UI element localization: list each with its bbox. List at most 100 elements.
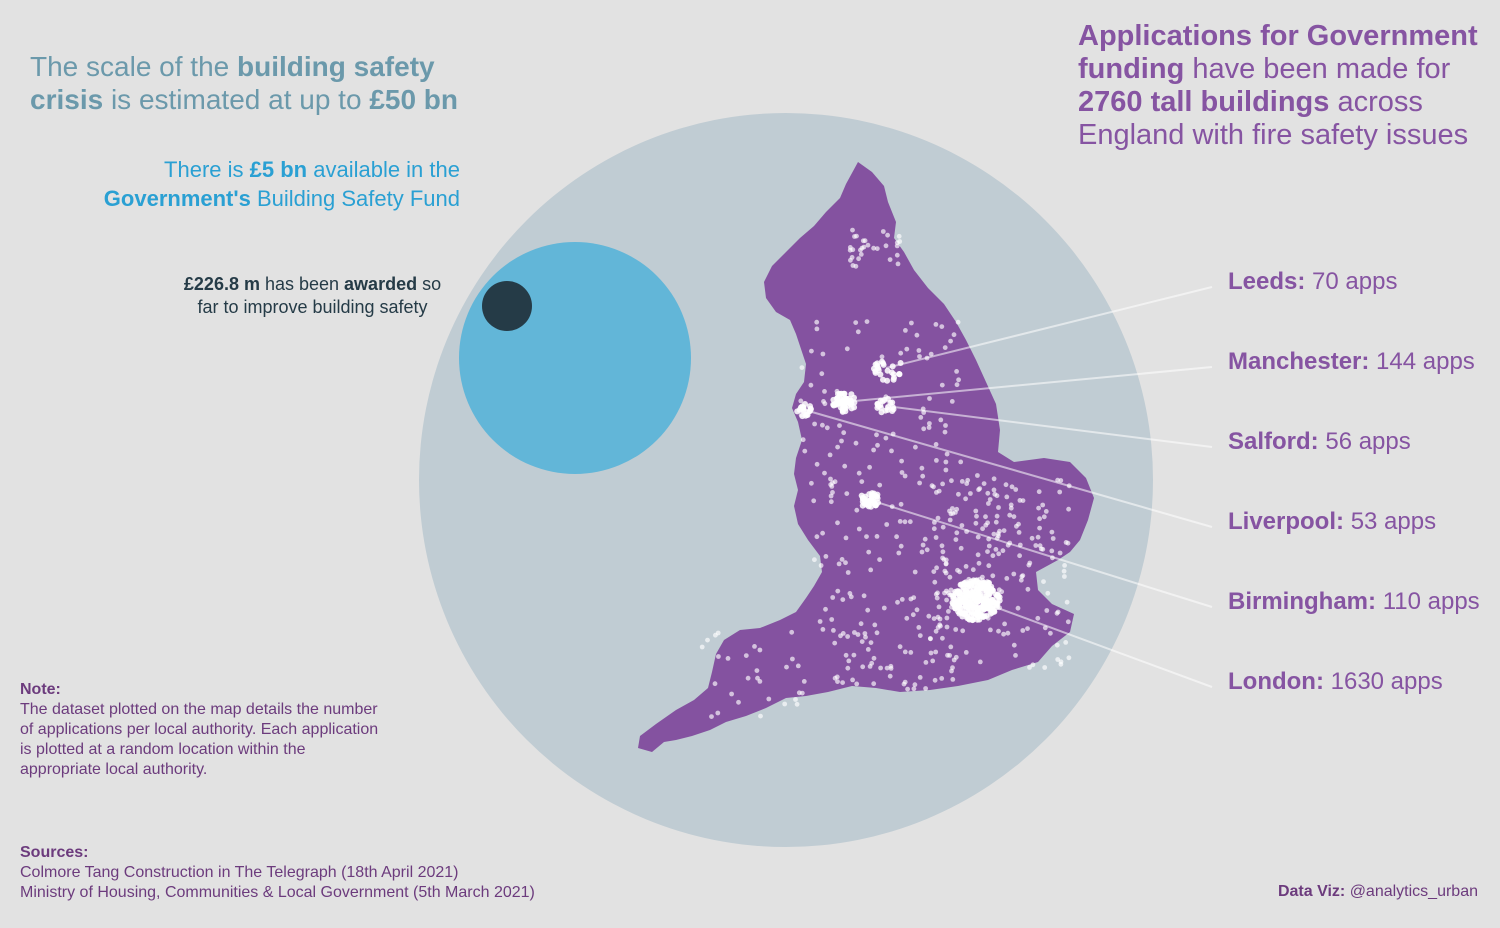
application-point [946, 609, 951, 614]
application-point [1036, 489, 1042, 495]
application-point [995, 531, 1001, 537]
application-point [985, 549, 990, 554]
application-point [850, 263, 856, 268]
city-count: 1630 apps [1330, 668, 1443, 695]
application-point [862, 631, 868, 636]
fund-text-bold: Government's [103, 186, 251, 211]
application-point [1065, 619, 1071, 625]
application-point [820, 422, 825, 428]
application-point [809, 348, 814, 354]
application-point [902, 649, 908, 655]
sources-block: Sources: Colmore Tang Construction in Th… [20, 843, 640, 903]
application-point-salford [877, 397, 884, 404]
awarded-circle [482, 281, 532, 331]
note-body: The dataset plotted on the map details t… [20, 701, 379, 778]
application-point [940, 481, 945, 487]
application-point [993, 519, 999, 525]
application-point [854, 681, 860, 687]
application-point [798, 412, 804, 418]
application-point [931, 616, 937, 621]
crisis-value: £50 bn [369, 84, 459, 115]
application-point [937, 622, 943, 628]
application-point [877, 482, 883, 488]
application-point [920, 542, 926, 548]
application-point [947, 653, 952, 658]
application-point [914, 607, 920, 613]
application-point [980, 578, 986, 584]
application-point-london [975, 610, 982, 617]
application-point [835, 679, 840, 684]
application-point [835, 588, 841, 594]
application-point [928, 650, 934, 656]
application-point [923, 686, 928, 691]
application-point [924, 547, 930, 553]
application-point [986, 563, 992, 569]
application-point [1042, 625, 1048, 631]
application-point [956, 491, 961, 497]
application-point [943, 423, 948, 428]
application-point-manchester [841, 404, 848, 411]
application-point [919, 465, 925, 471]
application-point [845, 665, 851, 671]
application-point [869, 660, 875, 666]
application-point [916, 348, 922, 353]
application-point [1050, 555, 1055, 561]
city-label-london: London: 1630 apps [1228, 668, 1443, 696]
application-point [795, 663, 801, 669]
application-point [898, 543, 904, 549]
crisis-text-2: is estimated at up to [103, 84, 370, 115]
application-point [960, 628, 966, 634]
application-point [824, 425, 830, 431]
fund-circle [459, 242, 691, 474]
application-point [939, 543, 945, 549]
application-point [932, 520, 937, 525]
application-point [897, 644, 903, 650]
application-point [991, 487, 997, 493]
application-point-salford [889, 408, 896, 414]
application-point [875, 442, 880, 448]
application-point [978, 594, 984, 600]
application-point [904, 615, 910, 621]
application-point [936, 604, 942, 610]
connector-liverpool [804, 409, 1213, 528]
awarded-text-2: so far to improve building safety [197, 274, 442, 317]
application-point [963, 496, 968, 502]
application-point-london [969, 617, 976, 624]
application-point [947, 574, 953, 580]
application-point [910, 612, 916, 618]
application-point [814, 326, 820, 332]
application-point [911, 686, 917, 692]
application-point [922, 536, 928, 542]
application-point [928, 636, 933, 642]
application-point [977, 659, 983, 665]
application-point [905, 686, 910, 692]
application-point [1037, 516, 1042, 522]
application-point [809, 480, 814, 486]
application-point [943, 561, 949, 566]
application-point [932, 677, 938, 683]
application-point [1054, 610, 1060, 616]
application-point-london [982, 583, 988, 590]
application-point [912, 569, 918, 575]
application-point [951, 332, 957, 338]
application-point [983, 514, 988, 520]
application-point [994, 513, 1000, 519]
application-point [1013, 653, 1018, 658]
application-point [951, 657, 957, 663]
application-point [745, 675, 751, 681]
application-point [818, 563, 824, 568]
application-point [986, 543, 992, 549]
application-point [919, 549, 925, 555]
application-point [927, 396, 932, 401]
application-point [990, 553, 996, 559]
application-point [860, 238, 866, 244]
application-point [1027, 560, 1033, 566]
application-point [1020, 573, 1026, 578]
application-point [794, 701, 800, 707]
application-point-london [964, 581, 971, 588]
application-point [981, 481, 987, 486]
application-point [943, 557, 949, 563]
application-point [864, 534, 869, 539]
application-point [942, 590, 947, 596]
city-count: 70 apps [1312, 268, 1398, 295]
